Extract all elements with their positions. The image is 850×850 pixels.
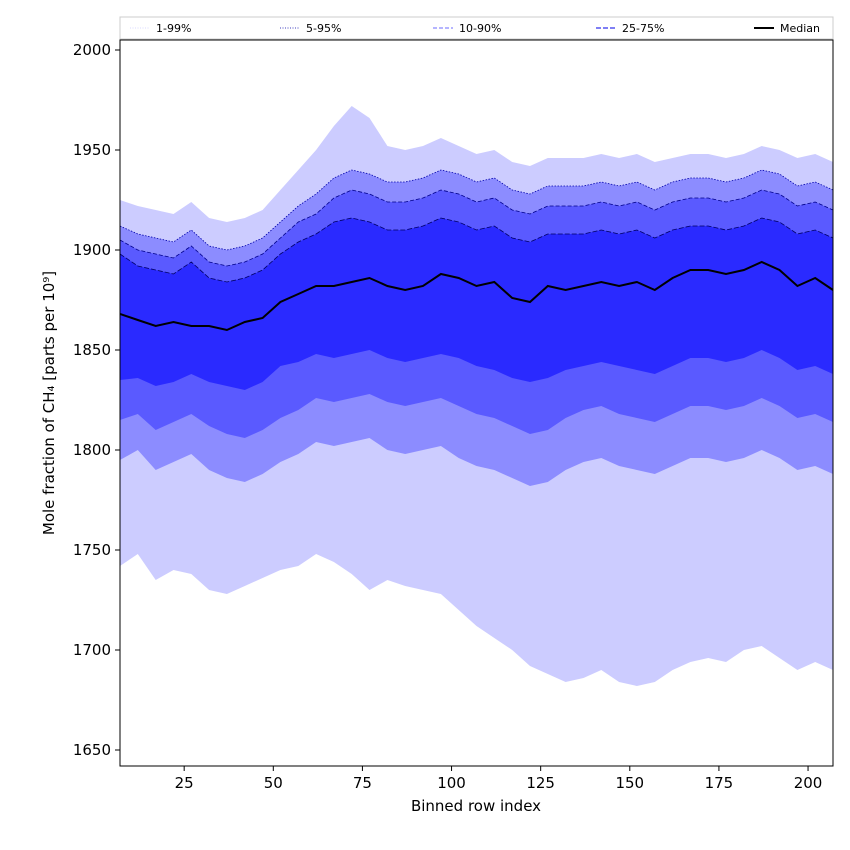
legend-label: 1-99% (156, 22, 191, 35)
y-tick-label: 1950 (73, 141, 111, 159)
x-tick-label: 75 (353, 774, 372, 792)
legend: 1-99% 5-95% 10-90% 25-75% Median (119, 16, 834, 40)
x-axis: 25 50 75 100 125 150 175 200 (175, 766, 823, 792)
legend-box (119, 16, 834, 40)
band-layer (120, 106, 833, 686)
x-tick-label: 25 (175, 774, 194, 792)
median-line (120, 260, 833, 332)
band-25-75pct (120, 218, 833, 390)
band-upper-edge-10-90pct (120, 189, 833, 267)
legend-label: 25-75% (622, 22, 664, 35)
y-tick-label: 1650 (73, 741, 111, 759)
y-axis-label: Mole fraction of CH₄ [parts per 10⁹] (40, 271, 58, 535)
legend-label: 10-90% (459, 22, 501, 35)
y-tick-label: 1800 (73, 441, 111, 459)
plot-frame (119, 39, 834, 767)
y-tick-label: 1900 (73, 241, 111, 259)
y-tick-label: 1750 (73, 541, 111, 559)
y-tick-label: 1700 (73, 641, 111, 659)
legend-label: 5-95% (306, 22, 341, 35)
median-layer (120, 260, 833, 332)
x-tick-label: 150 (615, 774, 644, 792)
y-axis: 1650 1700 1750 1800 1850 1900 1950 2000 (73, 41, 120, 759)
x-tick-label: 175 (705, 774, 734, 792)
x-tick-label: 200 (794, 774, 823, 792)
y-tick-label: 1850 (73, 341, 111, 359)
x-tick-label: 100 (437, 774, 466, 792)
x-axis-label: Binned row index (411, 797, 541, 815)
y-tick-label: 2000 (73, 41, 111, 59)
x-tick-label: 125 (526, 774, 555, 792)
band-upper-edge-25-75pct (120, 217, 833, 283)
legend-label: Median (780, 22, 820, 35)
x-tick-label: 50 (264, 774, 283, 792)
